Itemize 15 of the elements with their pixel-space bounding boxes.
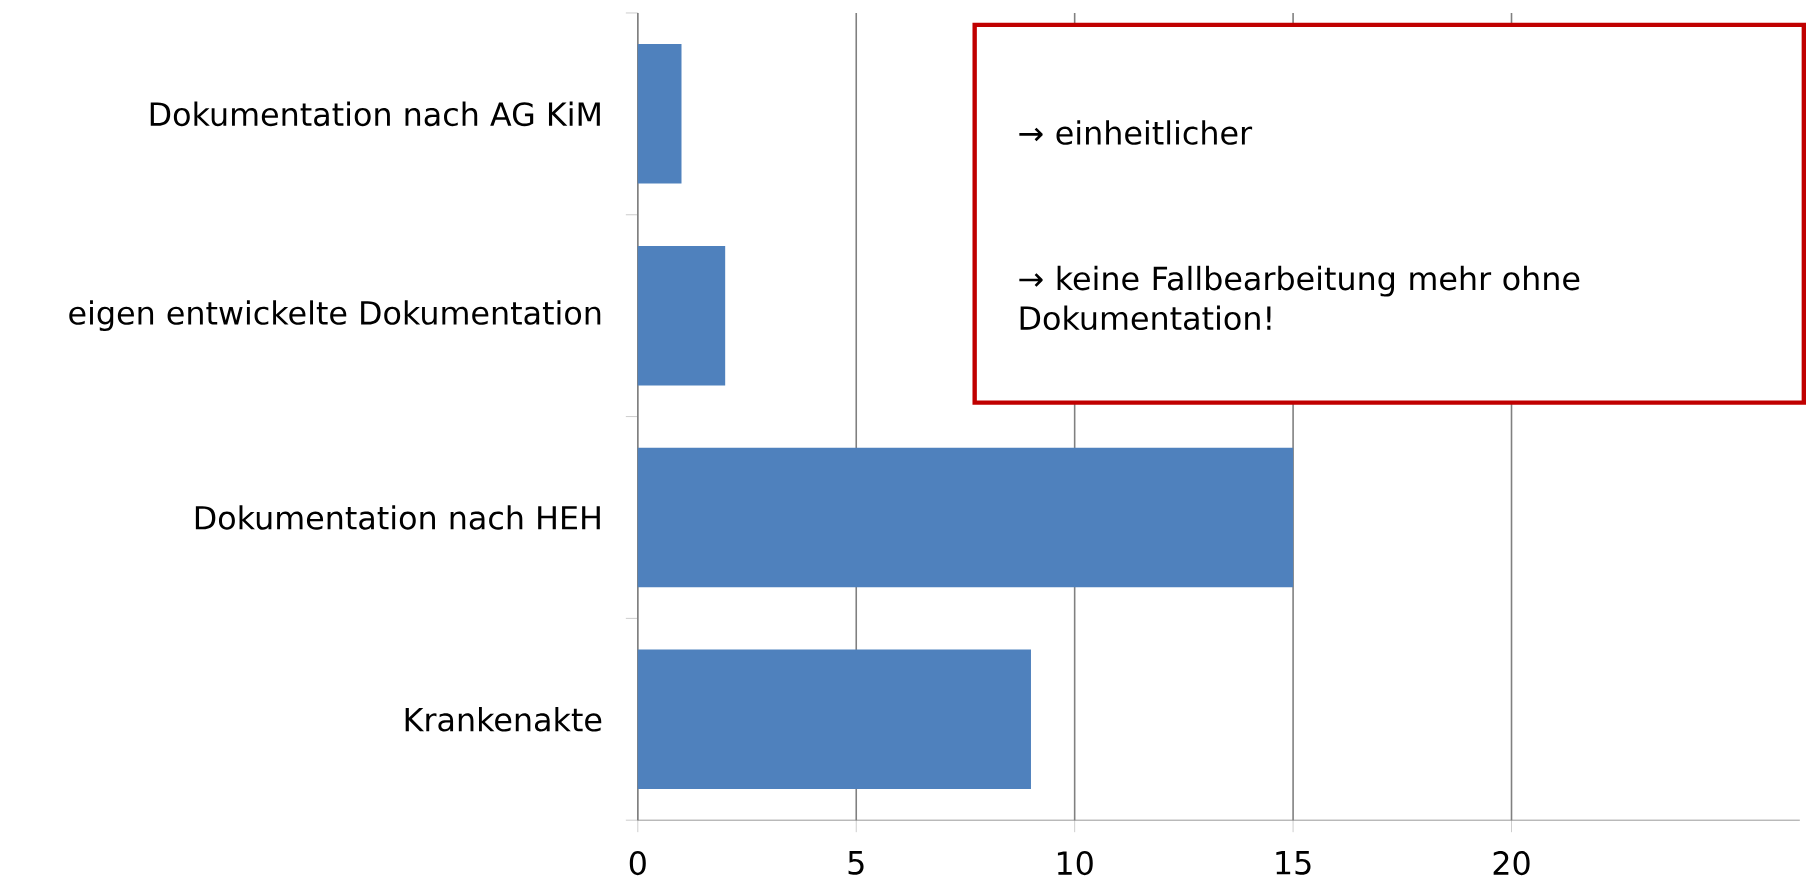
- x-tick-label: 20: [1493, 851, 1530, 876]
- bar: [637, 649, 1031, 790]
- bar: [637, 447, 1294, 588]
- y-tick-label: Dokumentation nach HEH: [195, 505, 600, 530]
- x-tick-label: 15: [1276, 851, 1311, 875]
- x-tick-label: 5: [848, 851, 864, 875]
- annotation: → keine Fallbearbeitung mehr ohne Dokumentation!: [1019, 265, 1580, 331]
- x-tick-label: 0: [629, 851, 646, 876]
- annotation: → einheitlicher: [1019, 120, 1253, 145]
- y-tick-label: Krankenakte: [405, 707, 602, 732]
- x-tick-label: 10: [1057, 851, 1093, 876]
- y-tick-label: eigen entwickelte Dokumentation: [69, 300, 601, 332]
- bar: [637, 245, 726, 386]
- y-tick-label: Dokumentation nach AG KiM: [150, 101, 600, 127]
- bar: [637, 44, 682, 184]
